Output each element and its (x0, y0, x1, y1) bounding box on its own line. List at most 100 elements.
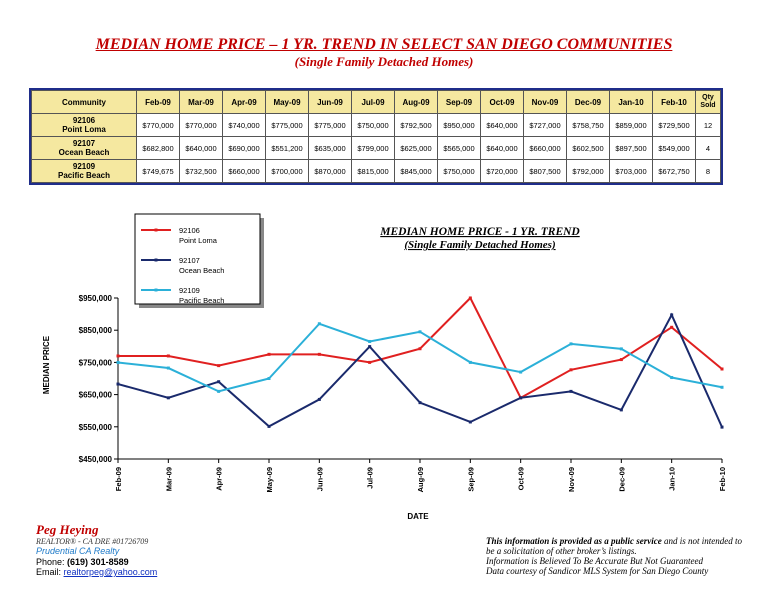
data-point-92107 (217, 380, 221, 384)
price-cell: $729,500 (652, 113, 696, 137)
data-point-92107 (569, 389, 573, 393)
price-cell: $602,500 (566, 136, 610, 160)
price-cell: $682,800 (136, 136, 180, 160)
x-tick-label: Sep-09 (466, 467, 475, 492)
data-point-92107 (166, 396, 170, 400)
data-point-92106 (116, 354, 120, 358)
legend-area: Pacific Beach (179, 296, 224, 305)
price-cell: $845,000 (394, 159, 438, 183)
col-header-month: Jun-09 (308, 90, 352, 114)
col-header-month: Dec-09 (566, 90, 610, 114)
data-point-92109 (217, 389, 221, 393)
data-point-92106 (670, 325, 674, 329)
y-tick-label: $650,000 (79, 391, 113, 400)
community-cell: 92107 Ocean Beach (31, 136, 137, 160)
data-point-92107 (317, 397, 321, 401)
data-point-92109 (519, 370, 523, 374)
legend-marker (154, 258, 158, 262)
price-cell: $770,000 (179, 113, 223, 137)
data-point-92106 (569, 368, 573, 372)
y-tick-label: $750,000 (79, 358, 113, 367)
community-area: Point Loma (62, 125, 106, 134)
col-header-month: Jul-09 (351, 90, 395, 114)
price-cell: $870,000 (308, 159, 352, 183)
x-tick-label: Oct-09 (517, 467, 526, 490)
price-cell: $950,000 (437, 113, 481, 137)
disclaimer-bold: This information is provided as a public… (486, 536, 662, 546)
price-cell: $660,000 (222, 159, 266, 183)
y-tick-label: $550,000 (79, 423, 113, 432)
price-cell: $720,000 (480, 159, 524, 183)
col-header-month: Oct-09 (480, 90, 524, 114)
data-point-92109 (166, 366, 170, 370)
col-header-month: Mar-09 (179, 90, 223, 114)
data-point-92109 (267, 377, 271, 380)
price-table: Community Feb-09 Mar-09 Apr-09 May-09 Ju… (29, 88, 723, 185)
price-cell: $703,000 (609, 159, 653, 183)
agent-phone[interactable]: (619) 301-8589 (67, 557, 129, 567)
data-point-92106 (368, 360, 372, 364)
price-cell: $749,675 (136, 159, 180, 183)
community-cell: 92106 Point Loma (31, 113, 137, 137)
data-point-92107 (418, 401, 422, 405)
agent-email-line: Email: realtorpeg@yahoo.com (36, 567, 157, 577)
x-tick-label: Jan-10 (668, 467, 677, 491)
x-tick-label: May-09 (265, 467, 274, 492)
price-cell: $750,000 (351, 113, 395, 137)
table-row: 92106 Point Loma $770,000 $770,000 $740,000 $… (31, 113, 721, 137)
col-header-community: Community (31, 90, 137, 114)
community-cell: 92109 Pacific Beach (31, 159, 137, 183)
data-point-92106 (267, 352, 271, 356)
price-cell: $815,000 (351, 159, 395, 183)
price-cell: $551,200 (265, 136, 309, 160)
price-cell: $750,000 (437, 159, 481, 183)
col-header-month: Feb-09 (136, 90, 180, 114)
page-subtitle: (Single Family Detached Homes) (294, 54, 474, 69)
price-cell: $770,000 (136, 113, 180, 137)
agent-phone-line: Phone: (619) 301-8589 (36, 557, 129, 567)
disclaimer: This information is provided as a public… (486, 536, 746, 576)
col-header-month: May-09 (265, 90, 309, 114)
data-point-92109 (468, 360, 472, 364)
agent-name: Peg Heying (36, 522, 99, 537)
legend-zip: 92109 (179, 286, 200, 295)
price-cell: $807,500 (523, 159, 567, 183)
price-cell: $700,000 (265, 159, 309, 183)
price-cell: $792,500 (394, 113, 438, 137)
disclaimer-rest: and is not intended to be a solicitation… (486, 536, 743, 556)
price-cell: $740,000 (222, 113, 266, 137)
community-area: Pacific Beach (57, 171, 111, 180)
legend-marker (154, 288, 158, 292)
price-cell: $672,750 (652, 159, 696, 183)
data-point-92109 (317, 322, 321, 326)
y-axis-label: MEDIAN PRICE (42, 335, 51, 394)
col-header-month: Feb-10 (652, 90, 696, 114)
table-row: 92107 Ocean Beach $682,800 $640,000 $690,000… (31, 136, 721, 160)
legend-zip: 92106 (179, 226, 200, 235)
legend-area: Ocean Beach (179, 266, 224, 275)
data-point-92109 (720, 385, 724, 389)
community-area: Ocean Beach (58, 148, 110, 157)
price-cell: $549,000 (652, 136, 696, 160)
x-tick-label: Dec-09 (617, 467, 626, 492)
data-point-92107 (519, 396, 523, 400)
x-tick-label: Aug-09 (416, 467, 425, 492)
table-row: 92109 Pacific Beach $749,675 $732,500 $660,0… (31, 159, 721, 183)
x-tick-label: Apr-09 (215, 467, 224, 491)
data-point-92109 (368, 339, 372, 343)
x-axis-label: DATE (407, 512, 429, 521)
agent-license: REALTOR® - CA DRE #01726709 (36, 537, 149, 546)
x-tick-label: Feb-10 (718, 467, 727, 491)
agent-email-link[interactable]: realtorpeg@yahoo.com (63, 567, 158, 577)
price-cell: $775,000 (308, 113, 352, 137)
chart-title: MEDIAN HOME PRICE - 1 YR. TREND (379, 226, 580, 238)
price-cell: $640,000 (179, 136, 223, 160)
data-point-92109 (619, 347, 623, 351)
x-tick-label: Mar-09 (164, 467, 173, 491)
community-zip: 92109 (72, 162, 96, 171)
data-point-92106 (317, 352, 321, 356)
data-point-92107 (368, 345, 372, 349)
price-cell: $565,000 (437, 136, 481, 160)
legend-zip: 92107 (179, 256, 200, 265)
